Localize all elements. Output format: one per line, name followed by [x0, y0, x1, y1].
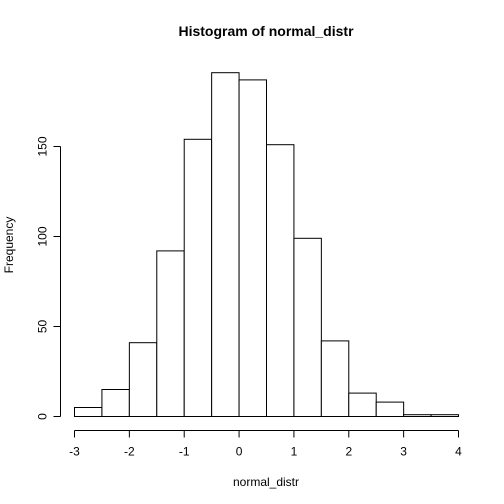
histogram-bar: [375, 401, 405, 418]
y-tick-label: 50: [36, 320, 50, 334]
histogram-bar: [348, 392, 377, 418]
y-tick-label: 150: [36, 136, 50, 156]
x-tick-label: -1: [179, 445, 190, 459]
x-tick-label: -3: [69, 445, 80, 459]
x-tick-label: 3: [400, 445, 407, 459]
x-axis: -3 -2 -1 0 1 2 3 4: [69, 430, 462, 459]
x-tick-label: 0: [236, 445, 243, 459]
y-tick-label: 100: [36, 226, 50, 246]
histogram-bar: [183, 138, 213, 418]
chart-title: Histogram of normal_distr: [178, 23, 354, 39]
x-tick-label: 2: [345, 445, 352, 459]
histogram-bar: [238, 79, 267, 418]
histogram-bar: [320, 340, 350, 417]
histogram-bar: [403, 414, 432, 418]
y-axis: 0 50 100 150: [36, 136, 61, 420]
histogram-bar: [101, 389, 130, 417]
y-axis-label: Frequency: [2, 217, 16, 274]
x-tick-label: -2: [124, 445, 135, 459]
histogram-bar: [128, 342, 158, 418]
y-tick-label: 0: [36, 413, 50, 420]
histogram-bar: [266, 144, 295, 417]
histogram-bars: [74, 72, 460, 418]
histogram-bar: [293, 237, 322, 417]
x-axis-label: normal_distr: [233, 475, 299, 489]
histogram-bar: [211, 72, 240, 417]
x-tick-label: 4: [455, 445, 462, 459]
histogram-bar: [156, 250, 185, 417]
x-tick-label: 1: [291, 445, 298, 459]
histogram-bar: [74, 407, 103, 417]
histogram-bar: [430, 414, 460, 418]
